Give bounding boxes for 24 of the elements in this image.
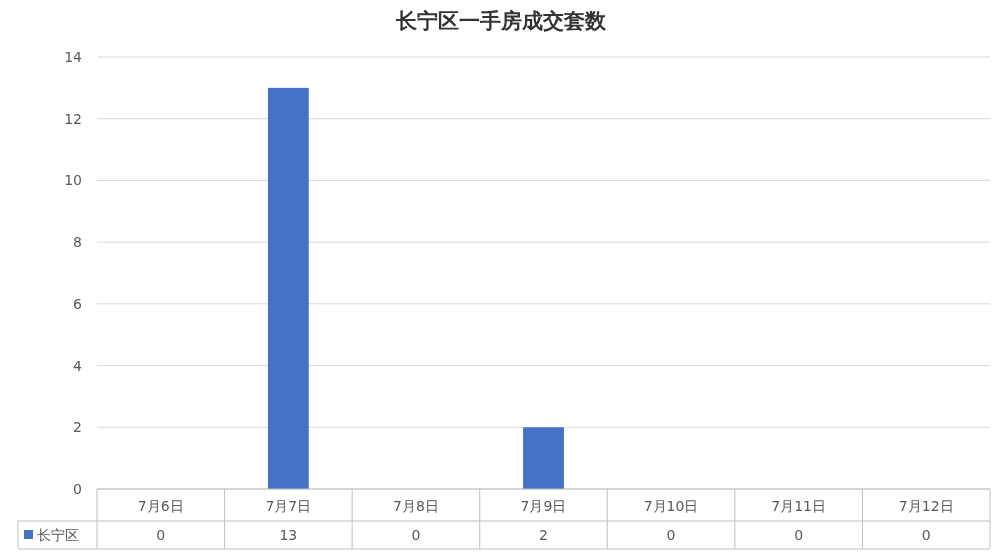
data-label: 0: [156, 527, 166, 543]
x-tick-label: 7月12日: [898, 498, 954, 514]
legend-label: 长宁区: [37, 527, 79, 543]
y-tick-label: 0: [73, 481, 82, 497]
y-tick-label: 12: [64, 110, 82, 127]
x-tick-label: 7月6日: [137, 498, 184, 514]
x-tick-label: 7月9日: [520, 498, 567, 514]
chart-title: 长宁区一手房成交套数: [394, 8, 607, 33]
data-label: 0: [921, 527, 931, 543]
data-label: 13: [279, 527, 298, 543]
x-tick-label: 7月11日: [771, 498, 827, 514]
y-tick-label: 4: [73, 357, 83, 374]
x-tick-label: 7月7日: [265, 498, 312, 514]
y-tick-label: 10: [64, 172, 82, 189]
data-label: 0: [794, 527, 804, 543]
y-tick-label: 6: [73, 295, 83, 312]
y-tick-label: 8: [73, 234, 82, 251]
data-label: 0: [411, 527, 421, 543]
data-label: 0: [666, 527, 676, 543]
x-tick-label: 7月8日: [393, 498, 439, 514]
y-tick-label: 2: [73, 419, 82, 436]
data-label: 2: [539, 527, 548, 543]
x-tick-label: 7月10日: [643, 498, 699, 514]
y-tick-label: 14: [64, 49, 83, 65]
